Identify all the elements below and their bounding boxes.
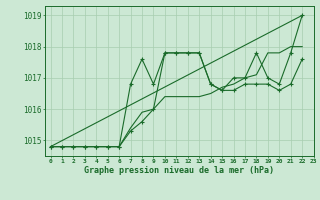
X-axis label: Graphe pression niveau de la mer (hPa): Graphe pression niveau de la mer (hPa): [84, 166, 274, 175]
